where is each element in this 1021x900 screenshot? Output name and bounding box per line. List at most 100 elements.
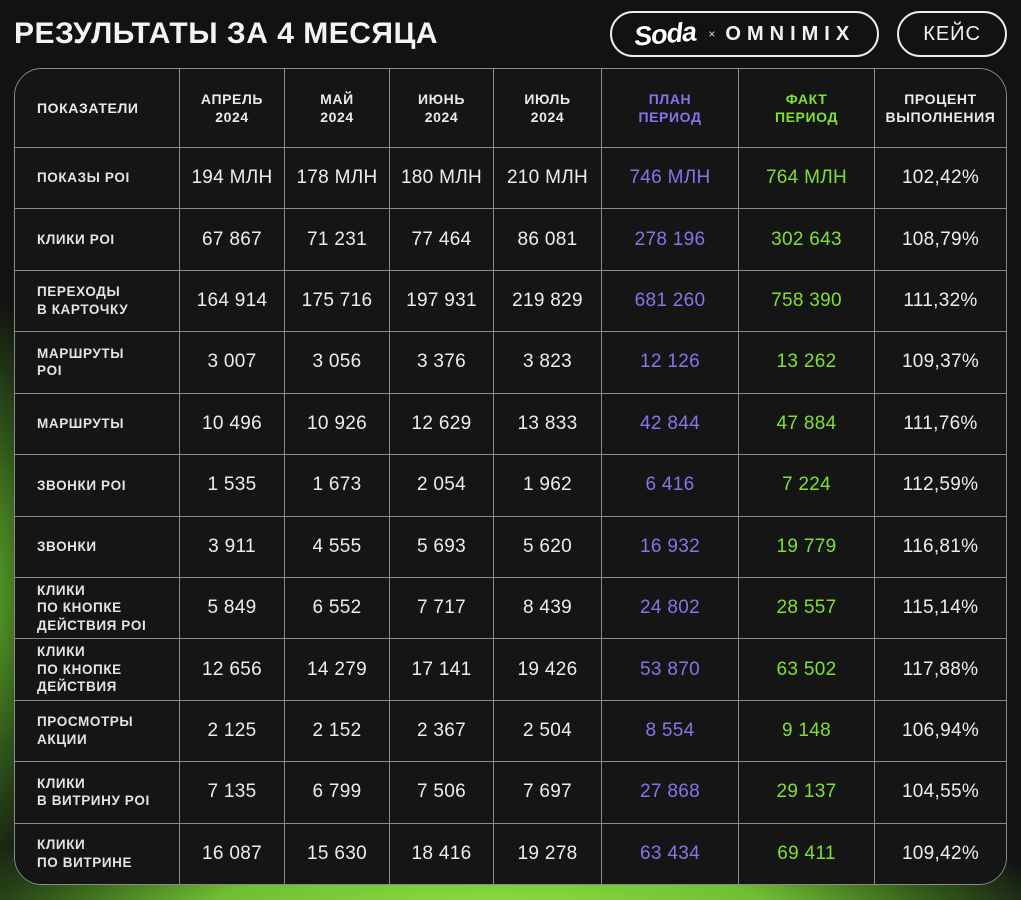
table-cell: 24 802 <box>601 576 738 639</box>
column-header-1: АПРЕЛЬ 2024 <box>179 69 284 147</box>
row-label: ЗВОНКИ POI <box>15 454 179 516</box>
table-cell: 67 867 <box>179 208 284 270</box>
table-cell: 16 932 <box>601 515 738 577</box>
table-cell: 3 376 <box>389 331 493 393</box>
soda-logo: Soda <box>633 15 698 52</box>
column-header-0: ПОКАЗАТЕЛИ <box>15 69 179 147</box>
table-cell: 42 844 <box>601 392 738 455</box>
table-cell: 764 МЛН <box>738 147 874 209</box>
row-label: ПОКАЗЫ POI <box>15 147 179 209</box>
table-cell: 104,55% <box>874 761 1006 823</box>
column-header-3: ИЮНЬ 2024 <box>389 69 493 147</box>
table-cell: 3 007 <box>179 331 284 393</box>
table-cell: 77 464 <box>389 208 493 270</box>
table-cell: 115,14% <box>874 576 1006 639</box>
top-bar: РЕЗУЛЬТАТЫ ЗА 4 МЕСЯЦА Soda × OMNIMIX КЕ… <box>0 0 1021 68</box>
case-button[interactable]: КЕЙС <box>897 11 1007 57</box>
table-cell: 13 262 <box>738 331 874 393</box>
row-label: КЛИКИ В ВИТРИНУ POI <box>15 761 179 823</box>
table-cell: 1 673 <box>284 454 389 516</box>
table-cell: 12 629 <box>389 392 493 455</box>
table-cell: 1 535 <box>179 454 284 516</box>
table-cell: 17 141 <box>389 638 493 700</box>
table-cell: 5 620 <box>493 515 601 577</box>
table-cell: 111,76% <box>874 392 1006 455</box>
column-header-5: ПЛАН ПЕРИОД <box>601 69 738 147</box>
table-cell: 8 554 <box>601 699 738 762</box>
table-cell: 13 833 <box>493 392 601 455</box>
table-cell: 6 552 <box>284 576 389 639</box>
table-cell: 53 870 <box>601 638 738 700</box>
table-cell: 7 717 <box>389 576 493 639</box>
table-cell: 278 196 <box>601 208 738 270</box>
table-cell: 10 496 <box>179 392 284 455</box>
table-cell: 4 555 <box>284 515 389 577</box>
table-cell: 112,59% <box>874 454 1006 516</box>
row-label: МАРШРУТЫ <box>15 392 179 455</box>
row-label: КЛИКИ ПО КНОПКЕ ДЕЙСТВИЯ POI <box>15 576 179 639</box>
table-cell: 47 884 <box>738 392 874 455</box>
table-cell: 1 962 <box>493 454 601 516</box>
table-cell: 12 656 <box>179 638 284 700</box>
table-cell: 194 МЛН <box>179 147 284 209</box>
table-cell: 2 054 <box>389 454 493 516</box>
column-header-4: ИЮЛЬ 2024 <box>493 69 601 147</box>
column-header-7: ПРОЦЕНТ ВЫПОЛНЕНИЯ <box>874 69 1006 147</box>
table-cell: 117,88% <box>874 638 1006 700</box>
table-cell: 7 224 <box>738 454 874 516</box>
table-cell: 14 279 <box>284 638 389 700</box>
table-cell: 19 426 <box>493 638 601 700</box>
table-cell: 3 056 <box>284 331 389 393</box>
table-cell: 6 416 <box>601 454 738 516</box>
results-table: ПОКАЗАТЕЛИ АПРЕЛЬ 2024 МАЙ 2024 ИЮНЬ 2024 ИЮ… <box>14 68 1007 885</box>
table-cell: 2 125 <box>179 699 284 762</box>
table-cell: 16 087 <box>179 822 284 884</box>
table-cell: 746 МЛН <box>601 147 738 209</box>
table-cell: 197 931 <box>389 269 493 332</box>
row-label: КЛИКИ ПО ВИТРИНЕ <box>15 822 179 884</box>
table-cell: 18 416 <box>389 822 493 884</box>
table-cell: 178 МЛН <box>284 147 389 209</box>
row-label: ПРОСМОТРЫ АКЦИИ <box>15 699 179 762</box>
table-cell: 219 829 <box>493 269 601 332</box>
column-header-6: ФАКТ ПЕРИОД <box>738 69 874 147</box>
table-cell: 19 278 <box>493 822 601 884</box>
table-cell: 29 137 <box>738 761 874 823</box>
table-cell: 7 135 <box>179 761 284 823</box>
table-cell: 108,79% <box>874 208 1006 270</box>
table-cell: 2 504 <box>493 699 601 762</box>
table-cell: 2 367 <box>389 699 493 762</box>
brand-logo-badge: Soda × OMNIMIX <box>610 11 880 57</box>
table-cell: 109,42% <box>874 822 1006 884</box>
column-header-2: МАЙ 2024 <box>284 69 389 147</box>
row-label: КЛИКИ POI <box>15 208 179 270</box>
table-cell: 106,94% <box>874 699 1006 762</box>
table-cell: 175 716 <box>284 269 389 332</box>
table-cell: 9 148 <box>738 699 874 762</box>
table-cell: 7 697 <box>493 761 601 823</box>
table-cell: 63 502 <box>738 638 874 700</box>
table-cell: 6 799 <box>284 761 389 823</box>
logo-x-separator: × <box>708 27 716 41</box>
omnimix-logo: OMNIMIX <box>725 22 856 45</box>
table-cell: 3 823 <box>493 331 601 393</box>
table-cell: 63 434 <box>601 822 738 884</box>
table-cell: 5 693 <box>389 515 493 577</box>
row-label: ЗВОНКИ <box>15 515 179 577</box>
table-cell: 180 МЛН <box>389 147 493 209</box>
table-cell: 758 390 <box>738 269 874 332</box>
table-cell: 2 152 <box>284 699 389 762</box>
table-cell: 28 557 <box>738 576 874 639</box>
table-cell: 109,37% <box>874 331 1006 393</box>
table-cell: 116,81% <box>874 515 1006 577</box>
page-title: РЕЗУЛЬТАТЫ ЗА 4 МЕСЯЦА <box>14 17 439 50</box>
table-cell: 27 868 <box>601 761 738 823</box>
table-cell: 19 779 <box>738 515 874 577</box>
table-cell: 71 231 <box>284 208 389 270</box>
table-cell: 12 126 <box>601 331 738 393</box>
table-cell: 302 643 <box>738 208 874 270</box>
table-cell: 3 911 <box>179 515 284 577</box>
table-cell: 681 260 <box>601 269 738 332</box>
table-cell: 210 МЛН <box>493 147 601 209</box>
results-grid: ПОКАЗАТЕЛИ АПРЕЛЬ 2024 МАЙ 2024 ИЮНЬ 2024 ИЮ… <box>15 69 1006 884</box>
